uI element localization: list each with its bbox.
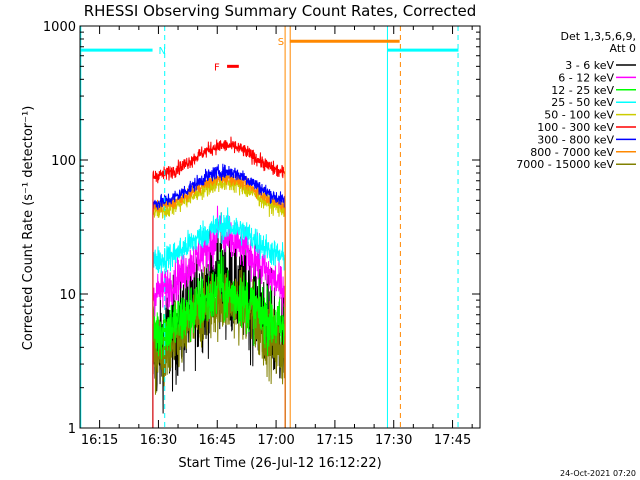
x-tick-label-0: 16:15 [81, 433, 118, 448]
plot-area: N S F [80, 26, 459, 428]
y-tick-label-0: 1 [68, 422, 76, 437]
legend-label-6: 300 - 800 keV [537, 133, 614, 146]
legend-label-7: 800 - 7000 keV [530, 146, 614, 159]
legend-label-1: 6 - 12 keV [558, 71, 614, 84]
series-line-6 [152, 163, 286, 428]
legend-header-0: Det 1,3,5,6,9, [560, 30, 636, 43]
x-tick-label-4: 17:15 [316, 433, 353, 448]
chart-title: RHESSI Observing Summary Count Rates, Co… [84, 2, 477, 20]
plot-frame [79, 25, 481, 429]
x-axis-label: Start Time (26-Jul-12 16:12:22) [178, 456, 381, 471]
legend-label-8: 7000 - 15000 keV [516, 158, 614, 171]
legend-label-3: 25 - 50 keV [551, 96, 614, 109]
timestamp-label: 24-Oct-2021 07:20 [560, 469, 636, 478]
x-tick-label-5: 17:30 [375, 433, 412, 448]
legend-label-0: 3 - 6 keV [565, 59, 614, 72]
legend-label-5: 100 - 300 keV [537, 121, 614, 134]
y-tick-label-2: 100 [51, 154, 76, 169]
y-tick-label-3: 1000 [43, 20, 76, 35]
axes: 16:15 16:30 16:45 17:00 17:15 17:30 17:45 1 10 10… [43, 20, 481, 448]
saa-label: S [278, 37, 284, 48]
series-line-2 [152, 249, 286, 428]
y-tick-label-1: 10 [59, 288, 76, 303]
x-tick-label-2: 16:45 [199, 433, 236, 448]
y-axis-label: Corrected Count Rate (s⁻¹ detector⁻¹) [21, 106, 36, 351]
series-line-3 [152, 207, 286, 428]
legend-label-4: 50 - 100 keV [544, 109, 614, 122]
legend-label-2: 12 - 25 keV [551, 84, 614, 97]
data-region [80, 26, 459, 428]
night-label: N [159, 46, 166, 57]
flare-label: F [214, 62, 220, 73]
x-tick-label-1: 16:30 [140, 433, 177, 448]
x-tick-label-6: 17:45 [434, 433, 471, 448]
x-tick-label-3: 17:00 [257, 433, 294, 448]
series-line-5 [152, 136, 286, 428]
legend-header-1: Att 0 [610, 42, 636, 55]
